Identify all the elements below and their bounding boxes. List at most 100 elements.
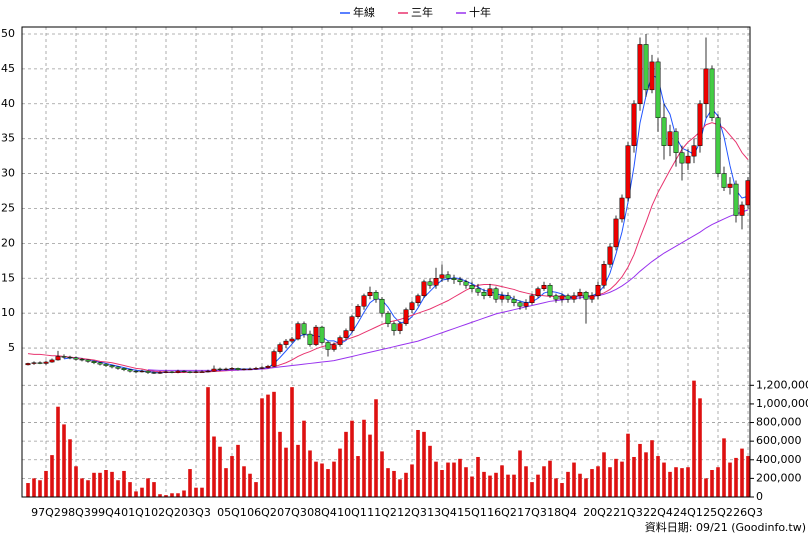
x-tick-label: 10Q1	[337, 506, 367, 519]
candle-body	[571, 295, 577, 300]
volume-bar	[656, 456, 660, 497]
candle-body	[307, 333, 313, 345]
candle-body	[145, 370, 151, 373]
volume-bar	[686, 467, 690, 497]
y2-tick-label: 400,000	[756, 453, 802, 466]
candle-body	[523, 302, 529, 307]
candle-body	[115, 366, 121, 369]
y2-tick-label: 200,000	[756, 471, 802, 484]
volume-bar	[626, 433, 630, 497]
candle-body	[703, 68, 709, 105]
candle-body	[439, 274, 445, 279]
x-tick-label: 03Q3	[181, 506, 211, 519]
volume-bar	[572, 462, 576, 497]
volume-bar	[716, 467, 720, 497]
candle-body	[553, 295, 559, 300]
volume-bar	[512, 474, 516, 497]
volume-bar	[92, 472, 96, 497]
candle-body	[457, 279, 463, 283]
volume-bar	[746, 456, 750, 497]
legend-label: 年線	[353, 5, 375, 19]
volume-bar	[380, 451, 384, 497]
x-tick-label: 06Q2	[247, 506, 277, 519]
candle-body	[91, 361, 97, 363]
volume-bar	[668, 471, 672, 497]
candle-body	[157, 372, 163, 374]
volume-bar	[596, 466, 600, 497]
x-tick-label: 22Q4	[643, 506, 673, 519]
candle-body	[349, 316, 355, 331]
candle-body	[463, 281, 469, 286]
candle-body	[337, 337, 343, 345]
volume-bar	[386, 468, 390, 497]
volume-bar	[728, 462, 732, 497]
volume-bar	[506, 474, 510, 497]
y-tick-label: 30	[1, 167, 15, 180]
volume-bar	[86, 480, 90, 497]
candle-body	[481, 291, 487, 296]
candle-body	[403, 309, 409, 324]
volume-bar	[398, 479, 402, 497]
plot-border	[21, 26, 751, 498]
volume-bar	[116, 480, 120, 497]
x-tick-label: 05Q1	[217, 506, 247, 519]
x-tick-label: 97Q2	[31, 506, 61, 519]
volume-bar	[254, 482, 258, 497]
volume-bar	[740, 448, 744, 497]
footer: 資料日期: 09/21 (Goodinfo.tw)	[645, 520, 806, 534]
volume-bar	[638, 443, 642, 497]
candle-body	[595, 285, 601, 296]
candle-body	[607, 246, 613, 265]
candle-body	[625, 145, 631, 199]
volume-bar	[242, 466, 246, 497]
volume-bar	[548, 460, 552, 497]
candle-body	[469, 285, 475, 290]
volume-bar	[602, 452, 606, 497]
candle-body	[139, 370, 145, 373]
candle-body	[31, 362, 37, 364]
y-tick-label: 50	[1, 27, 15, 40]
candle-body	[673, 131, 679, 153]
y2-tick-label: 600,000	[756, 434, 802, 447]
volume-bar	[332, 461, 336, 497]
x-tick-label: 98Q3	[61, 506, 91, 519]
candle-body	[283, 340, 289, 345]
x-tick-label: 21Q3	[613, 506, 643, 519]
volume-bar	[698, 398, 702, 497]
candle-body	[433, 278, 439, 286]
volume-bar	[476, 456, 480, 497]
volume-bar	[146, 478, 150, 497]
volume-bar	[536, 474, 540, 497]
candle-body	[109, 365, 115, 368]
candle-body	[373, 291, 379, 300]
volume-bar	[488, 475, 492, 497]
candle-body	[421, 281, 427, 296]
volume-bar	[692, 380, 696, 497]
volume-bar	[566, 471, 570, 497]
volume-bar	[164, 495, 168, 497]
y-tick-label: 40	[1, 97, 15, 110]
candle-body	[199, 371, 205, 373]
volume-bar	[464, 467, 468, 497]
volume-bar	[440, 470, 444, 497]
candle-body	[379, 298, 385, 314]
volume-bar	[590, 469, 594, 497]
volume-bar	[140, 487, 144, 497]
x-tick-label: 01Q1	[121, 506, 151, 519]
candle-body	[121, 368, 127, 370]
candle-body	[601, 264, 607, 286]
volume-bar	[494, 472, 498, 497]
candle-body	[85, 359, 91, 362]
candle-body	[241, 368, 247, 371]
y-tick-label: 45	[1, 62, 15, 75]
x-tick-label: 17Q3	[517, 506, 547, 519]
volume-bar	[710, 470, 714, 497]
volume-bar	[308, 450, 312, 497]
candle-body	[277, 344, 283, 352]
y2-tick-label: 0	[756, 490, 763, 503]
candle-body	[715, 117, 721, 174]
candle-body	[445, 274, 451, 279]
volume-bar	[224, 468, 228, 497]
candle-body	[577, 291, 583, 296]
volume-bar	[32, 478, 36, 497]
